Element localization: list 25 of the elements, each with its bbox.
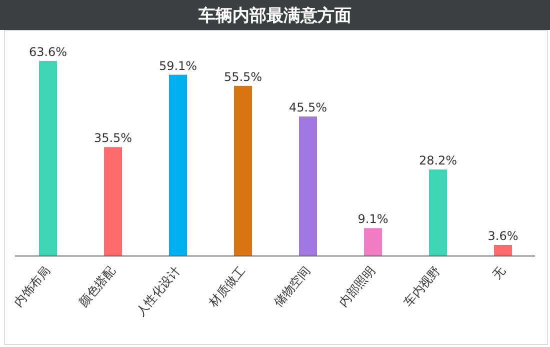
- data-label: 45.5%: [288, 100, 328, 114]
- x-tick-label: 储物空间: [271, 264, 313, 310]
- data-label: 55.5%: [224, 70, 262, 84]
- bar: [364, 228, 382, 256]
- bar: [104, 147, 122, 256]
- bar: [234, 86, 252, 256]
- x-tick-label: 颜色搭配: [76, 264, 118, 310]
- bar: [429, 170, 447, 256]
- data-label: 3.6%: [488, 228, 518, 243]
- data-label: 9.1%: [358, 212, 388, 226]
- data-label: 35.5%: [94, 131, 132, 146]
- data-label: 28.2%: [418, 154, 458, 168]
- x-tick-label: 内部照明: [336, 264, 378, 310]
- bar: [494, 244, 512, 256]
- x-tick-label: 内饰布局: [11, 264, 53, 310]
- bar: [39, 61, 57, 256]
- bar: [299, 116, 317, 256]
- x-tick-label: 材质做工: [206, 264, 248, 310]
- x-tick-label: 人性化设计: [134, 264, 183, 318]
- x-tick-label: 无: [489, 264, 508, 282]
- data-label: 59.1%: [158, 58, 198, 73]
- data-label: 63.6%: [28, 45, 68, 59]
- chart-title: 车辆内部最满意方面: [0, 0, 550, 30]
- bar: [169, 74, 187, 256]
- x-tick-label: 车内视野: [401, 264, 443, 310]
